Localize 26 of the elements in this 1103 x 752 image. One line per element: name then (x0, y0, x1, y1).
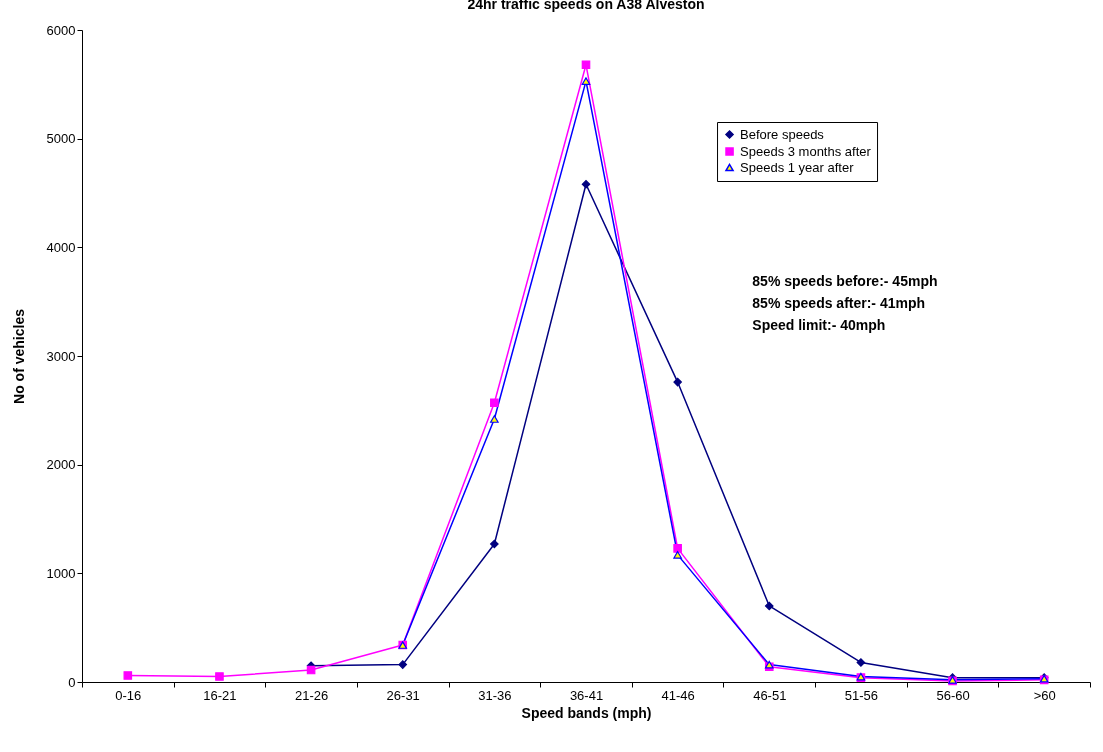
y-tick-label: 1000 (46, 565, 76, 581)
y-tick-label: 4000 (46, 239, 76, 255)
x-tick-label: 51-56 (844, 687, 879, 703)
x-tick-label: 0-16 (115, 687, 142, 703)
legend-label: Before speeds (740, 126, 825, 142)
x-tick-label: 26-31 (386, 687, 420, 703)
annotation: 85% speeds after:- 41mph (752, 295, 926, 311)
x-tick-label: >60 (1033, 687, 1056, 703)
y-tick-label: 3000 (46, 348, 76, 364)
legend-label: Speeds 3 months after (740, 143, 872, 159)
x-tick-label: 16-21 (203, 687, 237, 703)
y-tick-label: 0 (68, 674, 76, 690)
x-tick-label: 41-46 (661, 687, 695, 703)
x-axis-title: Speed bands (mph) (521, 704, 652, 721)
x-tick-label: 56-60 (936, 687, 970, 703)
x-tick-label: 46-51 (753, 687, 787, 703)
x-tick-label: 36-41 (569, 687, 604, 703)
x-tick-label: 21-26 (294, 687, 329, 703)
y-tick-label: 5000 (46, 131, 76, 147)
y-tick-label: 6000 (46, 22, 76, 38)
y-axis-title: No of vehicles (10, 308, 27, 404)
legend-label: Speeds 1 year after (740, 159, 855, 175)
y-tick-label: 2000 (46, 457, 76, 473)
x-tick-label: 31-36 (478, 687, 512, 703)
annotation: 85% speeds before:- 45mph (752, 273, 938, 289)
annotation: Speed limit:- 40mph (752, 317, 886, 333)
